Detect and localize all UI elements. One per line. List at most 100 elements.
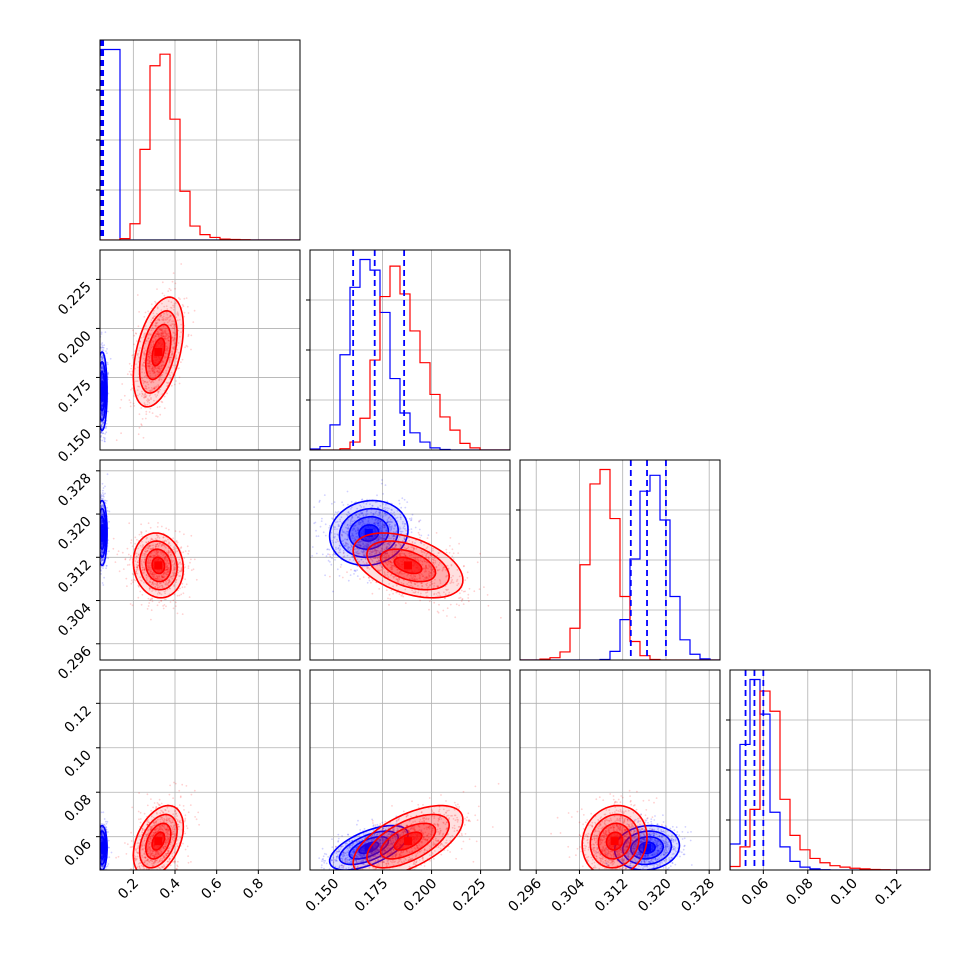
sample-point: [98, 529, 100, 531]
sample-point: [356, 552, 358, 555]
sample-point: [162, 572, 165, 575]
sample-point: [434, 560, 437, 562]
sample-point: [94, 364, 96, 366]
sample-point: [155, 338, 157, 341]
sample-point: [377, 522, 379, 525]
contour-line: [100, 516, 106, 551]
sample-point: [168, 567, 171, 570]
sample-point: [426, 582, 429, 585]
sample-point: [97, 550, 99, 552]
sample-point: [132, 357, 134, 359]
sample-point: [151, 380, 153, 382]
sample-point: [332, 590, 334, 593]
sample-point: [139, 544, 142, 547]
sample-point: [349, 524, 351, 527]
sample-point: [376, 549, 378, 552]
sample-point: [359, 545, 362, 548]
sample-point: [158, 537, 161, 539]
sample-point: [149, 598, 152, 601]
sample-point: [95, 405, 97, 407]
sample-point: [381, 534, 383, 537]
sample-point: [362, 549, 365, 552]
sample-point: [339, 545, 341, 547]
sample-point: [147, 597, 150, 600]
sample-point: [149, 351, 151, 354]
sample-point: [97, 532, 99, 534]
sample-point: [152, 583, 155, 586]
sample-point: [359, 523, 361, 526]
sample-point: [101, 366, 104, 368]
sample-point: [97, 529, 99, 531]
sample-point: [160, 332, 162, 335]
sample-point: [96, 421, 98, 423]
sample-point: [350, 545, 353, 547]
sample-point: [170, 353, 173, 356]
sample-point: [420, 592, 422, 595]
scatter-panel-1-0: [94, 250, 300, 450]
sample-point: [362, 550, 364, 553]
sample-point: [95, 511, 97, 513]
sample-point: [143, 552, 146, 555]
sample-point: [361, 498, 364, 501]
sample-point: [362, 546, 365, 548]
sample-point: [368, 579, 371, 582]
sample-point: [360, 550, 363, 552]
sample-point: [362, 520, 364, 523]
sample-point: [376, 560, 379, 563]
sample-point: [142, 561, 145, 564]
sample-point: [130, 539, 133, 542]
sample-point: [381, 479, 383, 481]
sample-point: [346, 547, 349, 549]
sample-point: [149, 333, 152, 335]
sample-point: [101, 358, 104, 361]
sample-point: [151, 327, 154, 329]
sample-point: [426, 586, 429, 589]
sample-point: [149, 526, 152, 529]
sample-point: [163, 553, 166, 556]
sample-point: [182, 592, 185, 595]
sample-point: [403, 498, 406, 501]
sample-point: [96, 507, 98, 509]
sample-point: [399, 530, 401, 533]
sample-point: [160, 332, 163, 335]
sample-point: [347, 526, 350, 529]
sample-point: [104, 485, 106, 488]
sample-point: [161, 292, 164, 295]
sample-point: [152, 556, 155, 559]
sample-point: [342, 549, 345, 552]
sample-point: [147, 560, 150, 563]
sample-point: [98, 528, 100, 530]
sample-point: [159, 578, 161, 580]
sample-point: [478, 588, 481, 591]
sample-point: [104, 499, 106, 502]
sample-point: [148, 580, 151, 583]
sample-point: [379, 537, 382, 540]
sample-point: [101, 411, 104, 414]
sample-point: [379, 520, 382, 523]
sample-point: [136, 394, 139, 397]
sample-point: [100, 333, 103, 335]
sample-point: [101, 404, 104, 407]
sample-point: [329, 561, 331, 563]
sample-point: [356, 569, 358, 571]
sample-point: [351, 515, 354, 518]
sample-point: [165, 345, 168, 348]
sample-point: [342, 543, 344, 545]
sample-point: [372, 513, 375, 515]
sample-point: [158, 586, 161, 589]
sample-point: [427, 534, 430, 537]
sample-point: [156, 604, 159, 607]
sample-point: [353, 573, 355, 575]
sample-point: [157, 575, 160, 578]
sample-point: [333, 528, 336, 531]
sample-point: [387, 560, 390, 562]
sample-point: [97, 403, 99, 405]
sample-point: [96, 403, 98, 405]
sample-point: [157, 371, 160, 374]
sample-point: [143, 568, 146, 571]
sample-point: [375, 549, 378, 552]
sample-point: [186, 545, 189, 548]
sample-point: [109, 357, 112, 360]
sample-point: [167, 562, 169, 564]
sample-point: [393, 535, 396, 537]
